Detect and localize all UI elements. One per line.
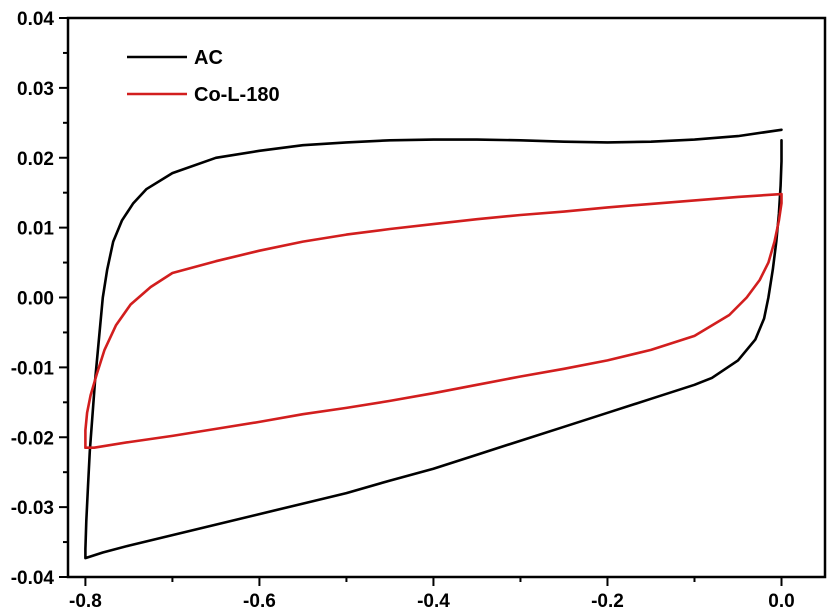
legend: AC Co-L-180 — [127, 47, 280, 106]
y-tick-label-4: 0.00 — [17, 289, 54, 310]
axis-tick-labels: -0.8 -0.6 -0.4 -0.2 0.0 0.04 0.03 0.02 0.01 0.00 -… — [11, 9, 795, 611]
axis-ticks — [59, 17, 783, 586]
y-tick-label-2: 0.02 — [17, 149, 54, 170]
y-tick-label-8: -0.04 — [11, 568, 55, 589]
legend-label-1: Co-L-180 — [194, 84, 280, 106]
y-tick-label-0: 0.04 — [17, 9, 54, 30]
series-line-1 — [84, 192, 783, 449]
x-tick-label-4: 0.0 — [768, 591, 794, 611]
x-tick-label-1: -0.6 — [243, 591, 276, 611]
y-tick-label-6: -0.02 — [11, 428, 54, 449]
plot-frame — [66, 16, 827, 579]
y-tick-label-7: -0.03 — [11, 498, 54, 519]
x-tick-label-2: -0.4 — [417, 591, 450, 611]
series-group — [84, 128, 783, 560]
y-tick-label-3: 0.01 — [17, 219, 54, 240]
y-tick-label-1: 0.03 — [17, 79, 54, 100]
x-tick-label-0: -0.8 — [69, 591, 102, 611]
legend-label-0: AC — [194, 47, 223, 69]
series-line-0 — [84, 128, 783, 560]
x-tick-label-3: -0.2 — [591, 591, 624, 611]
y-tick-label-5: -0.01 — [11, 358, 55, 379]
